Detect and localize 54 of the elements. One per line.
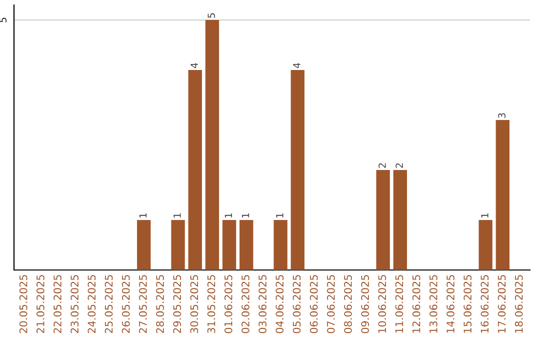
- x-tick-label: 02.06.2025: [242, 275, 250, 334]
- x-tick-label: 14.06.2025: [446, 275, 454, 333]
- data-label: 1: [242, 213, 250, 218]
- x-tick-label: 24.05.2025: [88, 275, 96, 334]
- data-label: 1: [174, 213, 181, 218]
- x-tick-label: 09.06.2025: [361, 275, 369, 334]
- bar: [290, 70, 304, 270]
- x-tick-label: 18.06.2025: [514, 275, 523, 333]
- x-tick-label: 08.06.2025: [344, 275, 352, 334]
- x-tick-label: 30.05.2025: [190, 275, 198, 334]
- bar: [188, 70, 202, 270]
- x-tick-label: 11.06.2025: [395, 275, 404, 333]
- x-tick-label: 07.06.2025: [326, 275, 335, 334]
- x-tick-label: 06.06.2025: [310, 275, 318, 334]
- bar: [393, 170, 407, 270]
- x-tick-label: 04.06.2025: [276, 275, 284, 334]
- data-label: 5: [208, 13, 216, 18]
- data-label: 2: [396, 163, 403, 168]
- x-tick-label: 12.06.2025: [412, 275, 420, 333]
- x-tick-label: 25.05.2025: [104, 275, 113, 334]
- x-tick-label: 29.05.2025: [173, 275, 182, 334]
- x-tick-label: 13.06.2025: [429, 275, 438, 333]
- x-tick-label: 15.06.2025: [464, 275, 472, 333]
- bar: [274, 220, 288, 270]
- x-tick-label: 26.05.2025: [122, 275, 130, 334]
- x-tick-label: 28.05.2025: [156, 275, 164, 334]
- x-tick-label: 05.06.2025: [292, 275, 301, 334]
- x-tick-label: 01.06.2025: [224, 275, 232, 334]
- data-label: 1: [139, 213, 147, 218]
- bar: [376, 170, 390, 270]
- data-label: 1: [276, 213, 284, 218]
- x-tick-label: 10.06.2025: [378, 275, 386, 333]
- x-tick-label: 16.06.2025: [480, 275, 489, 333]
- data-label: 4: [190, 62, 198, 68]
- x-tick-label: 22.05.2025: [54, 275, 62, 334]
- bar: [240, 220, 254, 270]
- x-tick-label: 23.05.2025: [70, 275, 79, 334]
- data-label: 2: [378, 163, 386, 168]
- x-tick-label: 31.05.2025: [207, 275, 216, 334]
- bar: [496, 120, 510, 270]
- x-tick-label: 17.06.2025: [498, 275, 506, 333]
- data-label: 1: [481, 213, 488, 218]
- x-tick-label: 27.05.2025: [139, 275, 147, 334]
- data-label: 3: [498, 113, 506, 118]
- bar: [171, 220, 185, 270]
- data-label: 4: [293, 62, 300, 68]
- bar: [205, 20, 220, 270]
- x-tick-label: 21.05.2025: [36, 275, 44, 334]
- bar: [222, 220, 236, 270]
- x-tick-label: 03.06.2025: [258, 275, 266, 334]
- data-label: 1: [224, 213, 232, 218]
- bar: [478, 220, 492, 270]
- x-tick-label: 20.05.2025: [19, 275, 28, 334]
- bar: [137, 220, 151, 270]
